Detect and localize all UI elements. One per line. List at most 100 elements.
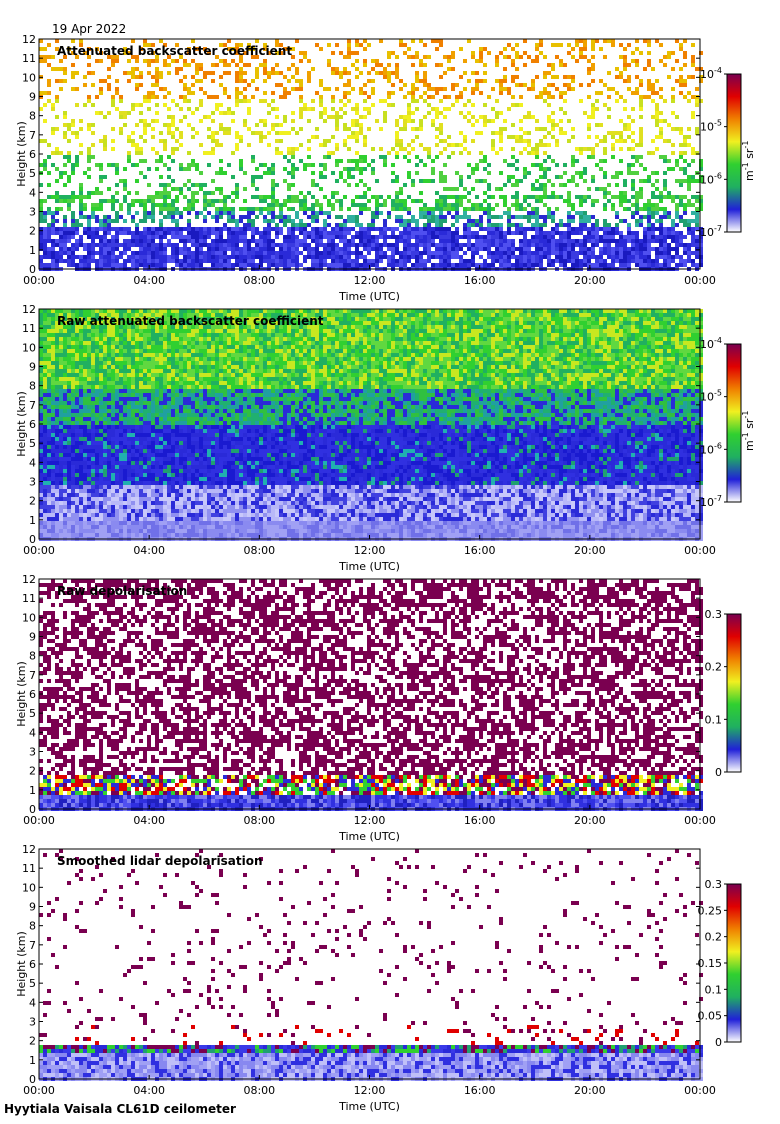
colorbar-tick-label: 10-6 <box>700 441 722 456</box>
colorbar <box>727 614 741 772</box>
x-axis-label: Time (UTC) <box>338 830 400 843</box>
x-tick-label: 00:00 <box>684 544 716 557</box>
x-tick-label: 08:00 <box>243 814 275 827</box>
colorbar-tick-label: 0.3 <box>705 878 723 891</box>
colorbar-tick-label: 0.2 <box>705 661 723 674</box>
y-tick-label: 3 <box>29 746 36 759</box>
y-tick-label: 11 <box>22 52 36 65</box>
y-tick-label: 2 <box>29 495 36 508</box>
colorbar <box>727 884 741 1042</box>
y-tick-label: 2 <box>29 225 36 238</box>
y-tick-label: 10 <box>22 881 36 894</box>
y-tick-label: 9 <box>29 901 36 914</box>
y-tick-label: 12 <box>22 33 36 46</box>
y-tick-label: 8 <box>29 110 36 123</box>
x-tick-label: 16:00 <box>464 274 496 287</box>
y-tick-label: 6 <box>29 958 36 971</box>
y-tick-label: 11 <box>22 592 36 605</box>
y-tick-label: 6 <box>29 688 36 701</box>
y-tick-label: 1 <box>29 514 36 527</box>
y-axis-label: Height (km) <box>15 661 28 727</box>
y-tick-label: 11 <box>22 322 36 335</box>
x-tick-label: 00:00 <box>23 814 55 827</box>
y-tick-label: 7 <box>29 399 36 412</box>
y-tick-label: 7 <box>29 129 36 142</box>
y-tick-label: 12 <box>22 303 36 316</box>
y-tick-label: 5 <box>29 977 36 990</box>
panel-title: Attenuated backscatter coefficient <box>57 44 292 58</box>
y-tick-label: 2 <box>29 765 36 778</box>
heatmap-field <box>39 309 703 541</box>
y-tick-label: 10 <box>22 341 36 354</box>
y-tick-label: 5 <box>29 167 36 180</box>
y-tick-label: 7 <box>29 669 36 682</box>
x-tick-label: 08:00 <box>243 274 275 287</box>
y-tick-label: 1 <box>29 1054 36 1067</box>
x-tick-label: 04:00 <box>133 274 165 287</box>
x-tick-label: 12:00 <box>354 1084 386 1097</box>
colorbar-tick-label: 10-4 <box>700 66 722 81</box>
colorbar-tick-label: 10-5 <box>700 389 722 404</box>
y-tick-label: 8 <box>29 650 36 663</box>
x-tick-label: 00:00 <box>23 1084 55 1097</box>
y-tick-label: 12 <box>22 573 36 586</box>
y-tick-label: 3 <box>29 476 36 489</box>
colorbar-tick-label: 0.25 <box>698 904 723 917</box>
colorbar-tick-label: 10-4 <box>700 336 722 351</box>
x-tick-label: 00:00 <box>23 274 55 287</box>
y-tick-label: 1 <box>29 244 36 257</box>
colorbar-unit-label: m-1 sr-1 <box>741 141 756 181</box>
instrument-footer: Hyytiala Vaisala CL61D ceilometer <box>4 1102 236 1116</box>
y-tick-label: 8 <box>29 920 36 933</box>
x-tick-label: 00:00 <box>684 1084 716 1097</box>
panel-title: Raw attenuated backscatter coefficient <box>57 314 324 328</box>
x-tick-label: 00:00 <box>684 814 716 827</box>
y-tick-label: 3 <box>29 206 36 219</box>
y-tick-label: 2 <box>29 1035 36 1048</box>
colorbar-tick-label: 0.3 <box>705 608 723 621</box>
colorbar-tick-label: 0.1 <box>705 713 723 726</box>
colorbar-tick-label: 0.05 <box>698 1010 723 1023</box>
panel-title: Smoothed lidar depolarisation <box>57 854 263 868</box>
y-tick-label: 7 <box>29 939 36 952</box>
x-tick-label: 12:00 <box>354 274 386 287</box>
x-tick-label: 20:00 <box>574 274 606 287</box>
x-tick-label: 08:00 <box>243 544 275 557</box>
x-tick-label: 20:00 <box>574 1084 606 1097</box>
y-tick-label: 4 <box>29 726 36 739</box>
colorbar-tick-label: 0 <box>715 1036 722 1049</box>
y-tick-label: 4 <box>29 996 36 1009</box>
x-tick-label: 16:00 <box>464 1084 496 1097</box>
colorbar-tick-label: 0.2 <box>705 931 723 944</box>
y-axis-label: Height (km) <box>15 931 28 997</box>
colorbar-tick-label: 10-5 <box>700 119 722 134</box>
y-tick-label: 11 <box>22 862 36 875</box>
y-tick-label: 6 <box>29 418 36 431</box>
date-label: 19 Apr 2022 <box>52 22 126 36</box>
y-tick-label: 9 <box>29 361 36 374</box>
colorbar-tick-label: 0.15 <box>698 957 723 970</box>
colorbar <box>727 344 741 502</box>
colorbar-tick-label: 10-6 <box>700 171 722 186</box>
panel-title: Raw depolarisation <box>57 584 187 598</box>
x-tick-label: 12:00 <box>354 814 386 827</box>
y-tick-label: 9 <box>29 631 36 644</box>
y-tick-label: 4 <box>29 186 36 199</box>
x-axis-label: Time (UTC) <box>338 560 400 573</box>
colorbar-unit-label: m-1 sr-1 <box>741 411 756 451</box>
y-tick-label: 1 <box>29 784 36 797</box>
y-axis-label: Height (km) <box>15 121 28 187</box>
y-axis-label: Height (km) <box>15 391 28 457</box>
y-tick-label: 5 <box>29 437 36 450</box>
x-axis-label: Time (UTC) <box>338 1100 400 1113</box>
y-tick-label: 10 <box>22 71 36 84</box>
colorbar-tick-label: 0.1 <box>705 983 723 996</box>
y-tick-label: 10 <box>22 611 36 624</box>
y-tick-label: 9 <box>29 91 36 104</box>
y-tick-label: 12 <box>22 843 36 856</box>
